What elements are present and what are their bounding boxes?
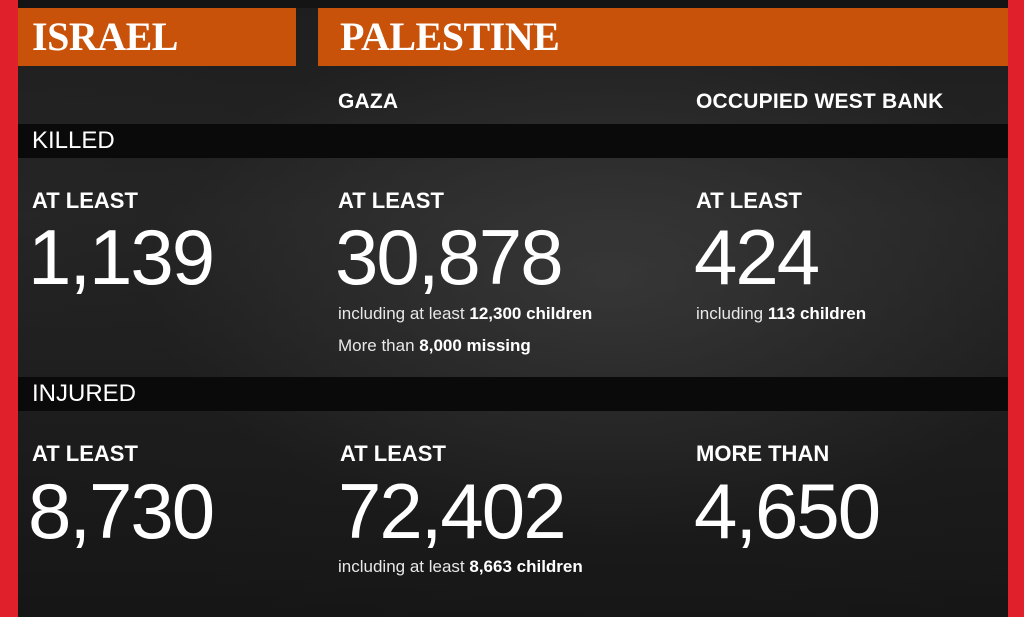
gaza-injured-value: 72,402 <box>338 467 567 555</box>
west-bank-injured-prefix: MORE THAN <box>696 441 830 466</box>
gaza-killed-children-note: including at least 12,300 children <box>338 304 593 323</box>
west-bank-killed-value: 424 <box>694 213 820 301</box>
palestine-header: PALESTINE <box>318 8 1008 66</box>
gaza-injured-prefix: AT LEAST <box>340 441 446 466</box>
west-bank-killed-prefix: AT LEAST <box>696 188 802 213</box>
israel-killed-prefix: AT LEAST <box>32 188 138 213</box>
israel-killed-value: 1,139 <box>28 213 215 301</box>
israel-injured-value: 8,730 <box>28 467 215 555</box>
gaza-killed-value: 30,878 <box>335 213 564 301</box>
gaza-injured-children-note: including at least 8,663 children <box>338 557 583 576</box>
israel-header: ISRAEL <box>18 8 296 66</box>
gaza-missing-note: More than 8,000 missing <box>338 336 531 355</box>
gaza-subheader: GAZA <box>338 90 399 113</box>
west-bank-injured-value: 4,650 <box>694 467 881 555</box>
west-bank-killed-children-note: including 113 children <box>696 304 867 323</box>
injured-section-label: INJURED <box>18 377 1008 411</box>
top-strip <box>18 0 1008 8</box>
west-bank-subheader: OCCUPIED WEST BANK <box>696 90 944 113</box>
israel-injured-prefix: AT LEAST <box>32 441 138 466</box>
killed-section-label: KILLED <box>18 124 1008 158</box>
background-panel <box>18 0 1008 617</box>
gaza-killed-prefix: AT LEAST <box>338 188 444 213</box>
